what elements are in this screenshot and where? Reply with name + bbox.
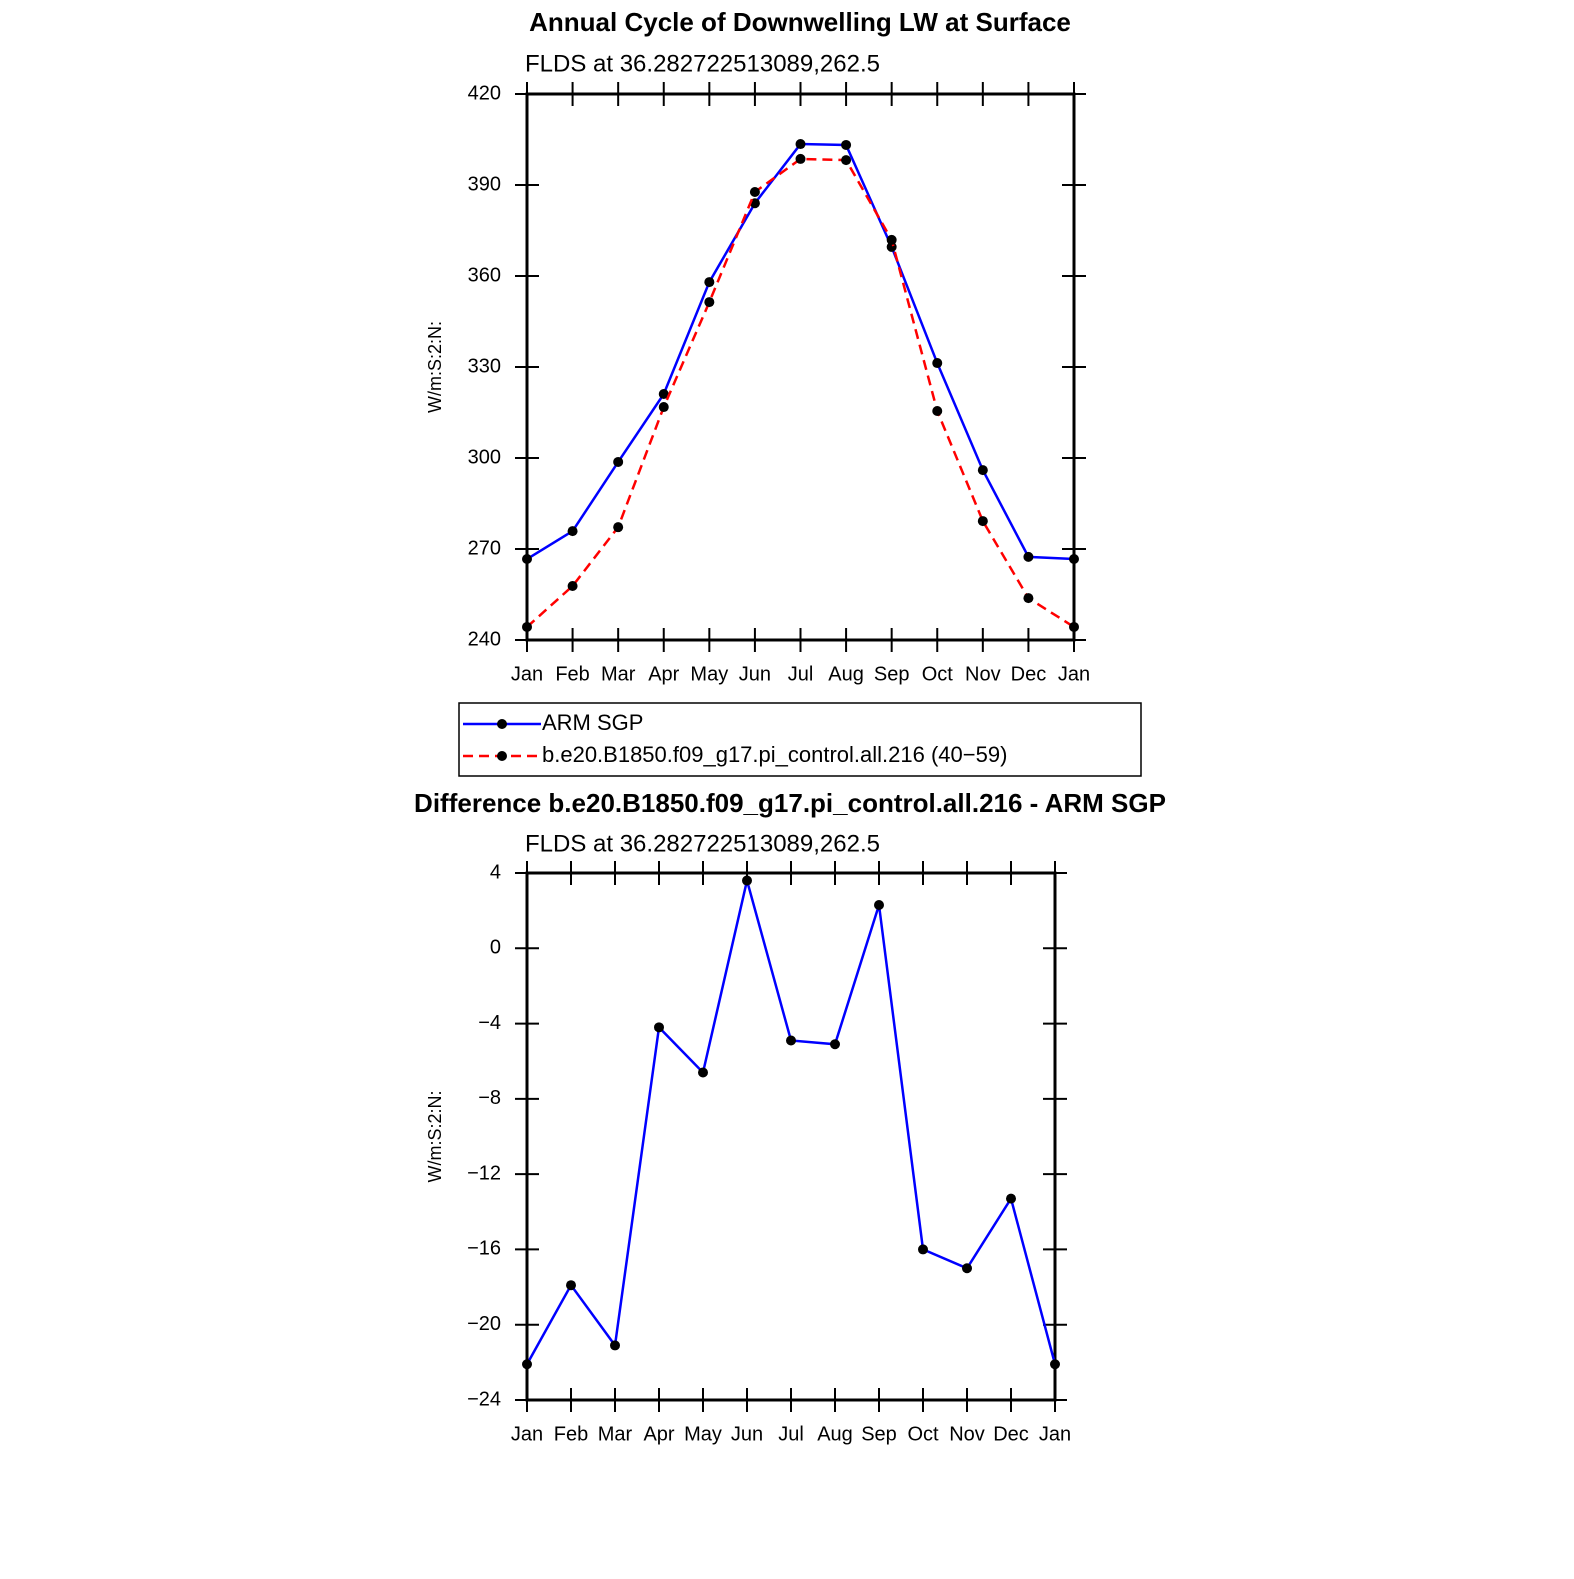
x-tick-label: Jan: [1039, 1423, 1071, 1445]
x-tick-label: May: [690, 663, 728, 685]
x-tick-label: Mar: [598, 1423, 633, 1445]
data-point: [1069, 554, 1079, 565]
data-point: [962, 1263, 972, 1274]
data-point: [567, 581, 578, 592]
data-point: [654, 1022, 664, 1033]
data-point: [795, 153, 806, 164]
data-point: [658, 388, 669, 399]
x-tick-label: Jul: [778, 1423, 804, 1445]
legend-label: b.e20.B1850.f09_g17.pi_control.all.216 (…: [542, 742, 1007, 767]
x-tick-label: Feb: [554, 1423, 588, 1445]
data-point: [841, 139, 852, 150]
x-tick-label: Jan: [1058, 663, 1090, 685]
data-point: [977, 516, 988, 527]
chart-subtitle: FLDS at 36.282722513089,262.5: [525, 50, 880, 77]
data-point: [795, 139, 806, 150]
y-tick-label: −20: [467, 1313, 501, 1335]
x-tick-label: Feb: [555, 663, 589, 685]
data-point: [742, 875, 752, 886]
x-tick-label: Apr: [643, 1423, 674, 1445]
data-point: [522, 1359, 532, 1370]
x-tick-label: Sep: [861, 1423, 897, 1445]
data-point: [522, 621, 532, 632]
y-tick-label: 270: [468, 537, 501, 559]
y-tick-label: 420: [468, 82, 501, 104]
chart-title: Annual Cycle of Downwelling LW at Surfac…: [529, 7, 1071, 37]
x-tick-label: Aug: [817, 1423, 853, 1445]
x-tick-label: Oct: [922, 663, 954, 685]
data-point: [918, 1244, 928, 1255]
x-tick-label: Dec: [993, 1423, 1029, 1445]
data-point: [932, 358, 943, 369]
data-point: [1050, 1359, 1060, 1370]
x-tick-label: May: [684, 1423, 722, 1445]
data-point: [786, 1035, 796, 1046]
x-tick-label: Aug: [828, 663, 864, 685]
y-tick-label: −12: [467, 1162, 501, 1184]
data-point: [977, 465, 988, 476]
legend-label: ARM SGP: [542, 710, 643, 735]
x-tick-label: Mar: [601, 663, 636, 685]
y-tick-label: −24: [467, 1388, 501, 1410]
y-tick-label: 4: [490, 861, 501, 883]
data-point: [567, 526, 578, 537]
y-tick-label: 0: [490, 937, 501, 959]
x-tick-label: Jan: [511, 1423, 543, 1445]
data-point: [704, 277, 715, 288]
data-point: [932, 405, 943, 416]
data-point: [698, 1067, 708, 1078]
y-tick-label: 300: [468, 446, 501, 468]
x-tick-label: Jun: [739, 663, 771, 685]
y-tick-label: 390: [468, 173, 501, 195]
y-tick-label: −16: [467, 1238, 501, 1260]
data-point: [704, 297, 715, 308]
data-point: [1006, 1193, 1016, 1204]
data-point: [613, 456, 624, 467]
chart-title: Difference b.e20.B1850.f09_g17.pi_contro…: [414, 788, 1166, 818]
data-point: [886, 241, 897, 252]
legend-box: [458, 702, 1142, 777]
data-point: [830, 1039, 840, 1050]
data-point: [658, 402, 669, 413]
data-point: [841, 155, 852, 166]
y-tick-label: 360: [468, 264, 501, 286]
y-tick-label: 240: [468, 628, 501, 650]
data-point: [566, 1280, 576, 1291]
data-point: [1069, 621, 1079, 632]
data-point: [610, 1340, 620, 1351]
legend-marker: [497, 719, 507, 729]
y-tick-label: −8: [478, 1087, 501, 1109]
y-axis-label: W/m:S:2:N:: [425, 1090, 445, 1182]
x-tick-label: Nov: [949, 1423, 985, 1445]
data-point: [1023, 593, 1034, 604]
x-tick-label: Sep: [874, 663, 910, 685]
data-point: [522, 554, 532, 565]
x-tick-label: Dec: [1011, 663, 1047, 685]
x-tick-label: Jul: [788, 663, 814, 685]
chart-subtitle: FLDS at 36.282722513089,262.5: [525, 830, 880, 857]
data-point: [749, 186, 760, 197]
x-tick-label: Jun: [731, 1423, 763, 1445]
y-axis-label: W/m:S:2:N:: [425, 321, 445, 413]
data-point: [874, 899, 884, 910]
data-point: [1023, 551, 1034, 562]
data-point: [886, 234, 897, 245]
y-tick-label: −4: [478, 1012, 501, 1034]
data-point: [613, 522, 624, 533]
x-tick-label: Oct: [907, 1423, 939, 1445]
y-tick-label: 330: [468, 355, 501, 377]
legend-marker: [497, 751, 507, 761]
x-tick-label: Apr: [648, 663, 679, 685]
x-tick-label: Nov: [965, 663, 1001, 685]
x-tick-label: Jan: [511, 663, 543, 685]
